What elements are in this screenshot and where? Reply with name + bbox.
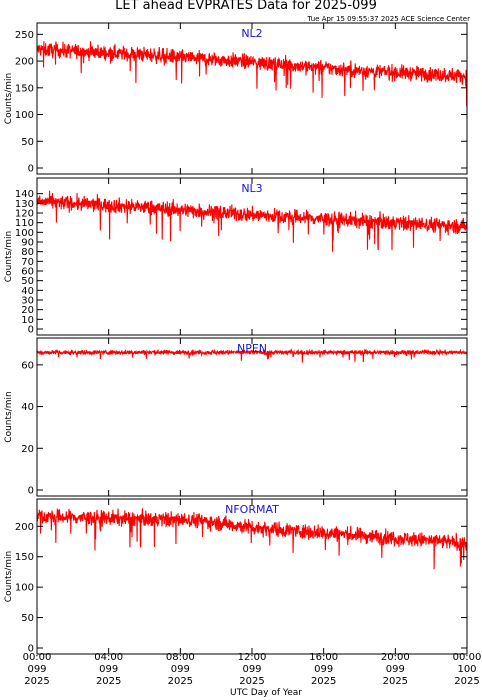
y-tick-label: 90 <box>21 238 34 249</box>
x-tick-label-time: 08:00 <box>166 652 195 663</box>
plot-frame <box>36 22 468 175</box>
x-tick-label-time: 20:00 <box>381 652 410 663</box>
y-tick-label: 150 <box>15 83 34 94</box>
figure-title: LET ahead EVPRATES Data for 2025-099 <box>115 0 377 13</box>
y-axis-label: Counts/min <box>4 73 14 124</box>
x-tick-label-day: 100 <box>457 664 476 675</box>
x-tick-label-year: 2025 <box>24 676 49 687</box>
x-tick-label-day: 099 <box>314 664 333 675</box>
x-tick-label-time: 12:00 <box>238 652 267 663</box>
y-tick-label: 0 <box>28 486 34 497</box>
y-tick-label: 130 <box>15 199 34 210</box>
series-name-nl3: NL3 <box>241 182 262 195</box>
series-line-nl2 <box>37 41 467 107</box>
y-tick-label: 50 <box>21 613 34 624</box>
x-tick-label-time: 00:00 <box>453 652 482 663</box>
y-tick-label: 40 <box>21 286 34 297</box>
y-tick-label: 200 <box>15 57 34 68</box>
panel-npen: 0 20 40 60 Counts/min NPEN <box>4 337 468 497</box>
y-tick-label: 100 <box>15 110 34 121</box>
y-tick-label: 20 <box>21 305 34 316</box>
x-tick-label-year: 2025 <box>239 676 264 687</box>
y-axis-label: Counts/min <box>4 551 14 602</box>
x-tick-label-time: 00:00 <box>23 652 52 663</box>
y-tick-label: 120 <box>15 209 34 220</box>
series-name-nformat: NFORMAT <box>225 503 279 516</box>
y-tick-label: 50 <box>21 137 34 148</box>
y-tick-label: 140 <box>15 189 34 200</box>
series-line-npen <box>37 348 467 363</box>
x-tick-label-year: 2025 <box>96 676 121 687</box>
y-tick-label: 80 <box>21 247 34 258</box>
y-tick-label: 60 <box>21 267 34 278</box>
y-tick-label: 200 <box>15 522 34 533</box>
x-tick-label-day: 099 <box>242 664 261 675</box>
x-tick-label-year: 2025 <box>383 676 408 687</box>
x-tick-label-day: 099 <box>171 664 190 675</box>
y-tick-label: 150 <box>15 552 34 563</box>
y-tick-label: 30 <box>21 296 34 307</box>
y-axis-label: Counts/min <box>4 231 14 282</box>
x-tick-label-day: 099 <box>27 664 46 675</box>
series-line-nl3 <box>37 190 467 252</box>
series-line-nformat <box>37 508 467 570</box>
x-tick-label-year: 2025 <box>168 676 193 687</box>
x-tick-label-time: 16:00 <box>309 652 338 663</box>
y-tick-label: 60 <box>21 360 34 371</box>
x-tick-label-year: 2025 <box>454 676 479 687</box>
y-tick-label: 100 <box>15 583 34 594</box>
x-tick-label-year: 2025 <box>311 676 336 687</box>
plot-frame <box>36 337 468 497</box>
y-tick-label: 10 <box>21 315 34 326</box>
y-tick-label: 0 <box>28 644 34 655</box>
y-tick-label: 40 <box>21 402 34 413</box>
y-tick-label: 0 <box>28 164 34 175</box>
x-tick-label-time: 04:00 <box>94 652 123 663</box>
timestamp-label: Tue Apr 15 09:55:37 2025 ACE Science Cen… <box>307 15 471 23</box>
y-tick-label: 70 <box>21 257 34 268</box>
series-name-nl2: NL2 <box>241 27 262 40</box>
x-axis: 00:00099202504:00099202508:00099202512:0… <box>23 652 482 687</box>
series-name-npen: NPEN <box>237 342 267 355</box>
y-tick-label: 110 <box>15 218 34 229</box>
y-tick-label: 20 <box>21 444 34 455</box>
y-tick-label: 100 <box>15 228 34 239</box>
x-axis-label: UTC Day of Year <box>230 688 302 698</box>
panel-nformat: 0 50 100 150 200 Counts/min NFORMAT <box>4 498 468 655</box>
x-tick-label-day: 099 <box>386 664 405 675</box>
y-tick-label: 250 <box>15 30 34 41</box>
panel-nl2: 0 50 100 150 200 250 Counts/min NL2 <box>4 22 468 175</box>
y-tick-label: 0 <box>28 325 34 336</box>
y-axis-label: Counts/min <box>4 391 14 442</box>
x-tick-label-day: 099 <box>99 664 118 675</box>
panels: 050100150200250Counts/minNL2010203040506… <box>4 22 468 655</box>
y-tick-label: 50 <box>21 276 34 287</box>
